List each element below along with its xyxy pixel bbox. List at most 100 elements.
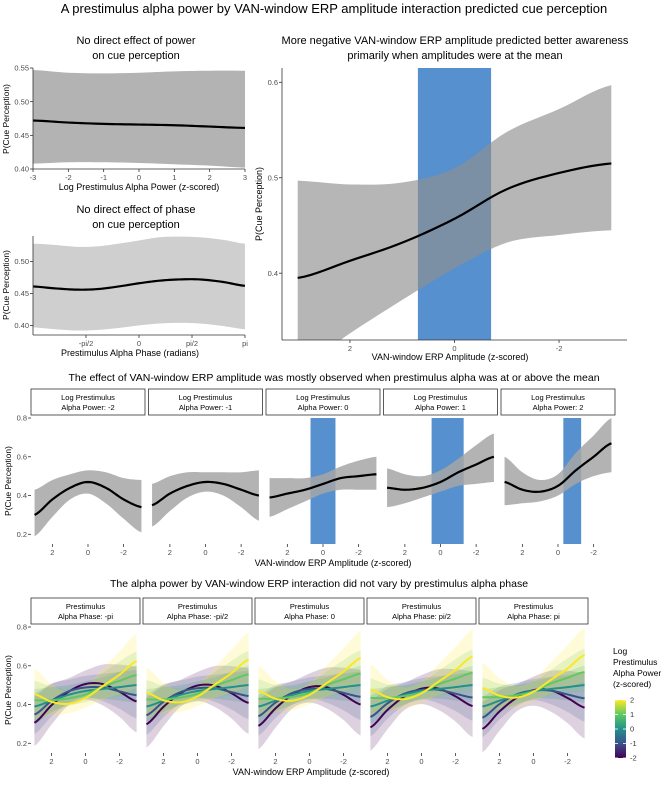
facet-strip-label: Log Prestimulus: [61, 393, 115, 402]
legend-title-line-3: Alpha Power: [613, 668, 661, 678]
facet-strip-label: Prestimulus: [514, 602, 553, 611]
legend-label--1: -1: [630, 739, 637, 748]
x-tick-label: 2: [273, 757, 277, 766]
facet-strip-alpha-phase-1: [142, 597, 253, 625]
x-tick-label: 0: [307, 757, 311, 766]
row2-title: The effect of VAN-window ERP amplitude w…: [68, 372, 599, 384]
legend-label-1: 1: [630, 710, 634, 719]
power-chart-ylabel: P(Cue Perception): [1, 84, 11, 154]
x-tick-label: -1: [100, 173, 107, 182]
van-chart-ylabel: P(Cue Perception): [254, 167, 264, 241]
x-tick-label: -2: [65, 173, 72, 182]
fitted-line-power-2: [34, 660, 138, 705]
facet-strip-alpha-power-3: [383, 388, 498, 416]
fitted-line-power--2: [369, 686, 473, 729]
fitted-line-power-2: [370, 655, 474, 701]
facet-strip-label: Alpha Power: -2: [61, 403, 114, 412]
facet-strip-alpha-power-4: [500, 388, 616, 416]
facet-strip-alpha-phase-2: [254, 597, 365, 625]
confidence-ribbon-power-2: [370, 629, 473, 715]
van-chart-xlabel: VAN-window ERP Amplitude (z-scored): [372, 352, 529, 362]
facet-strip-label: Alpha Power: 1: [415, 403, 466, 412]
panel-content: [369, 629, 474, 751]
facet-strip-label: Log Prestimulus: [296, 393, 350, 402]
y-tick-label: 0.4: [17, 700, 27, 709]
facet-strip-label: Alpha Phase: -pi/2: [167, 612, 228, 621]
row2-panel-1: 2 0 -2: [148, 418, 263, 557]
confidence-ribbon-power--1: [34, 670, 137, 734]
panel-content: [33, 70, 245, 168]
panel-content: [504, 418, 612, 544]
confidence-ribbon-van: [297, 85, 612, 340]
facet-strip-alpha-power-0: [30, 388, 146, 416]
fitted-line-row2: [269, 473, 377, 499]
phase-chart-xlabel: Prestimulus Alpha Phase (radians): [61, 348, 199, 358]
x-tick-label: -2: [340, 757, 347, 766]
x-tick-label: pi: [242, 339, 248, 348]
confidence-ribbon-power--1: [482, 673, 585, 738]
confidence-ribbon-row2: [269, 456, 377, 517]
fitted-line-power-2: [258, 657, 362, 702]
x-tick-label: -2: [590, 548, 597, 557]
confidence-ribbon-power--1: [146, 670, 249, 735]
fitted-line-power--1: [257, 687, 361, 718]
power-chart-title-line-2: on cue perception: [92, 50, 179, 62]
y-tick-label: 0.50: [14, 97, 29, 106]
van-chart: 2 0 -2 0.4 0.5 0.6: [268, 68, 627, 353]
x-tick-label: 0: [86, 548, 90, 557]
x-tick-label: -2: [228, 757, 235, 766]
van-chart-title-line-2: primarily when amplitudes were at the me…: [347, 50, 562, 62]
x-tick-label: 0: [419, 757, 423, 766]
x-tick-label: 0: [137, 173, 141, 182]
x-tick-label: 3: [243, 173, 247, 182]
x-tick-label: 0: [321, 548, 325, 557]
row2-panel-0: 2 0 -2 0.2 0.4 0.6 0.8: [17, 414, 145, 557]
y-tick-label: 0.6: [268, 78, 278, 87]
fitted-line-van: [297, 162, 612, 280]
panel-content: [386, 418, 495, 544]
facet-strip-label: Alpha Phase: 0: [284, 612, 335, 621]
y-tick-label: 0.4: [17, 491, 27, 500]
fitted-line-power-2: [482, 654, 586, 699]
x-tick-label: -2: [116, 757, 123, 766]
x-tick-label: pi/2: [186, 339, 198, 348]
x-tick-label: -2: [556, 344, 563, 353]
confidence-ribbon-power--2: [146, 665, 249, 748]
facet-strip-label: Alpha Power: 2: [533, 403, 584, 412]
facet-strip-label: Log Prestimulus: [179, 393, 233, 402]
row3-title: The alpha power by VAN-window ERP intera…: [110, 578, 528, 590]
y-tick-label: 0.4: [268, 269, 278, 278]
fitted-line-phase: [33, 278, 245, 291]
x-tick-label: -2: [452, 757, 459, 766]
facet-strip-label: Prestimulus: [178, 602, 217, 611]
confidence-ribbon-row2: [34, 470, 142, 537]
facet-strip-label: Log Prestimulus: [531, 393, 585, 402]
legend-label-2: 2: [630, 696, 634, 705]
facet-strip-label: Log Prestimulus: [414, 393, 468, 402]
fitted-line-power--2: [145, 683, 249, 726]
power-chart-title-line-1: No direct effect of power: [76, 35, 195, 47]
panel-content: [269, 418, 377, 544]
row3-ylabel: P(Cue Perception): [3, 655, 13, 725]
x-tick-label: 2: [208, 173, 212, 182]
x-tick-label: 2: [348, 344, 352, 353]
y-tick-label: 0.40: [14, 321, 29, 330]
phase-chart-title-line-1: No direct effect of phase: [76, 204, 195, 216]
confidence-ribbon-power-0: [146, 665, 249, 724]
y-tick-label: 0.2: [17, 530, 27, 539]
fitted-line-power-1: [34, 674, 137, 702]
legend-title-line-4: (z-scored): [613, 679, 651, 689]
y-tick-label: 0.5: [268, 173, 278, 182]
facet-strip-label: Prestimulus: [402, 602, 441, 611]
confidence-ribbon-power-2: [482, 627, 585, 714]
main-title: A prestimulus alpha power by VAN-window …: [61, 1, 608, 16]
y-tick-label: 0.6: [17, 452, 27, 461]
facet-strip-alpha-power-1: [148, 388, 263, 416]
panel-content: [297, 68, 612, 340]
fitted-line-power--2: [257, 685, 361, 727]
fitted-line-power--1: [145, 686, 249, 717]
x-tick-label: 0: [203, 548, 207, 557]
facet-strip-label: Prestimulus: [66, 602, 105, 611]
phase-chart-ylabel: P(Cue Perception): [1, 250, 11, 320]
confidence-ribbon-power-1: [370, 649, 473, 718]
